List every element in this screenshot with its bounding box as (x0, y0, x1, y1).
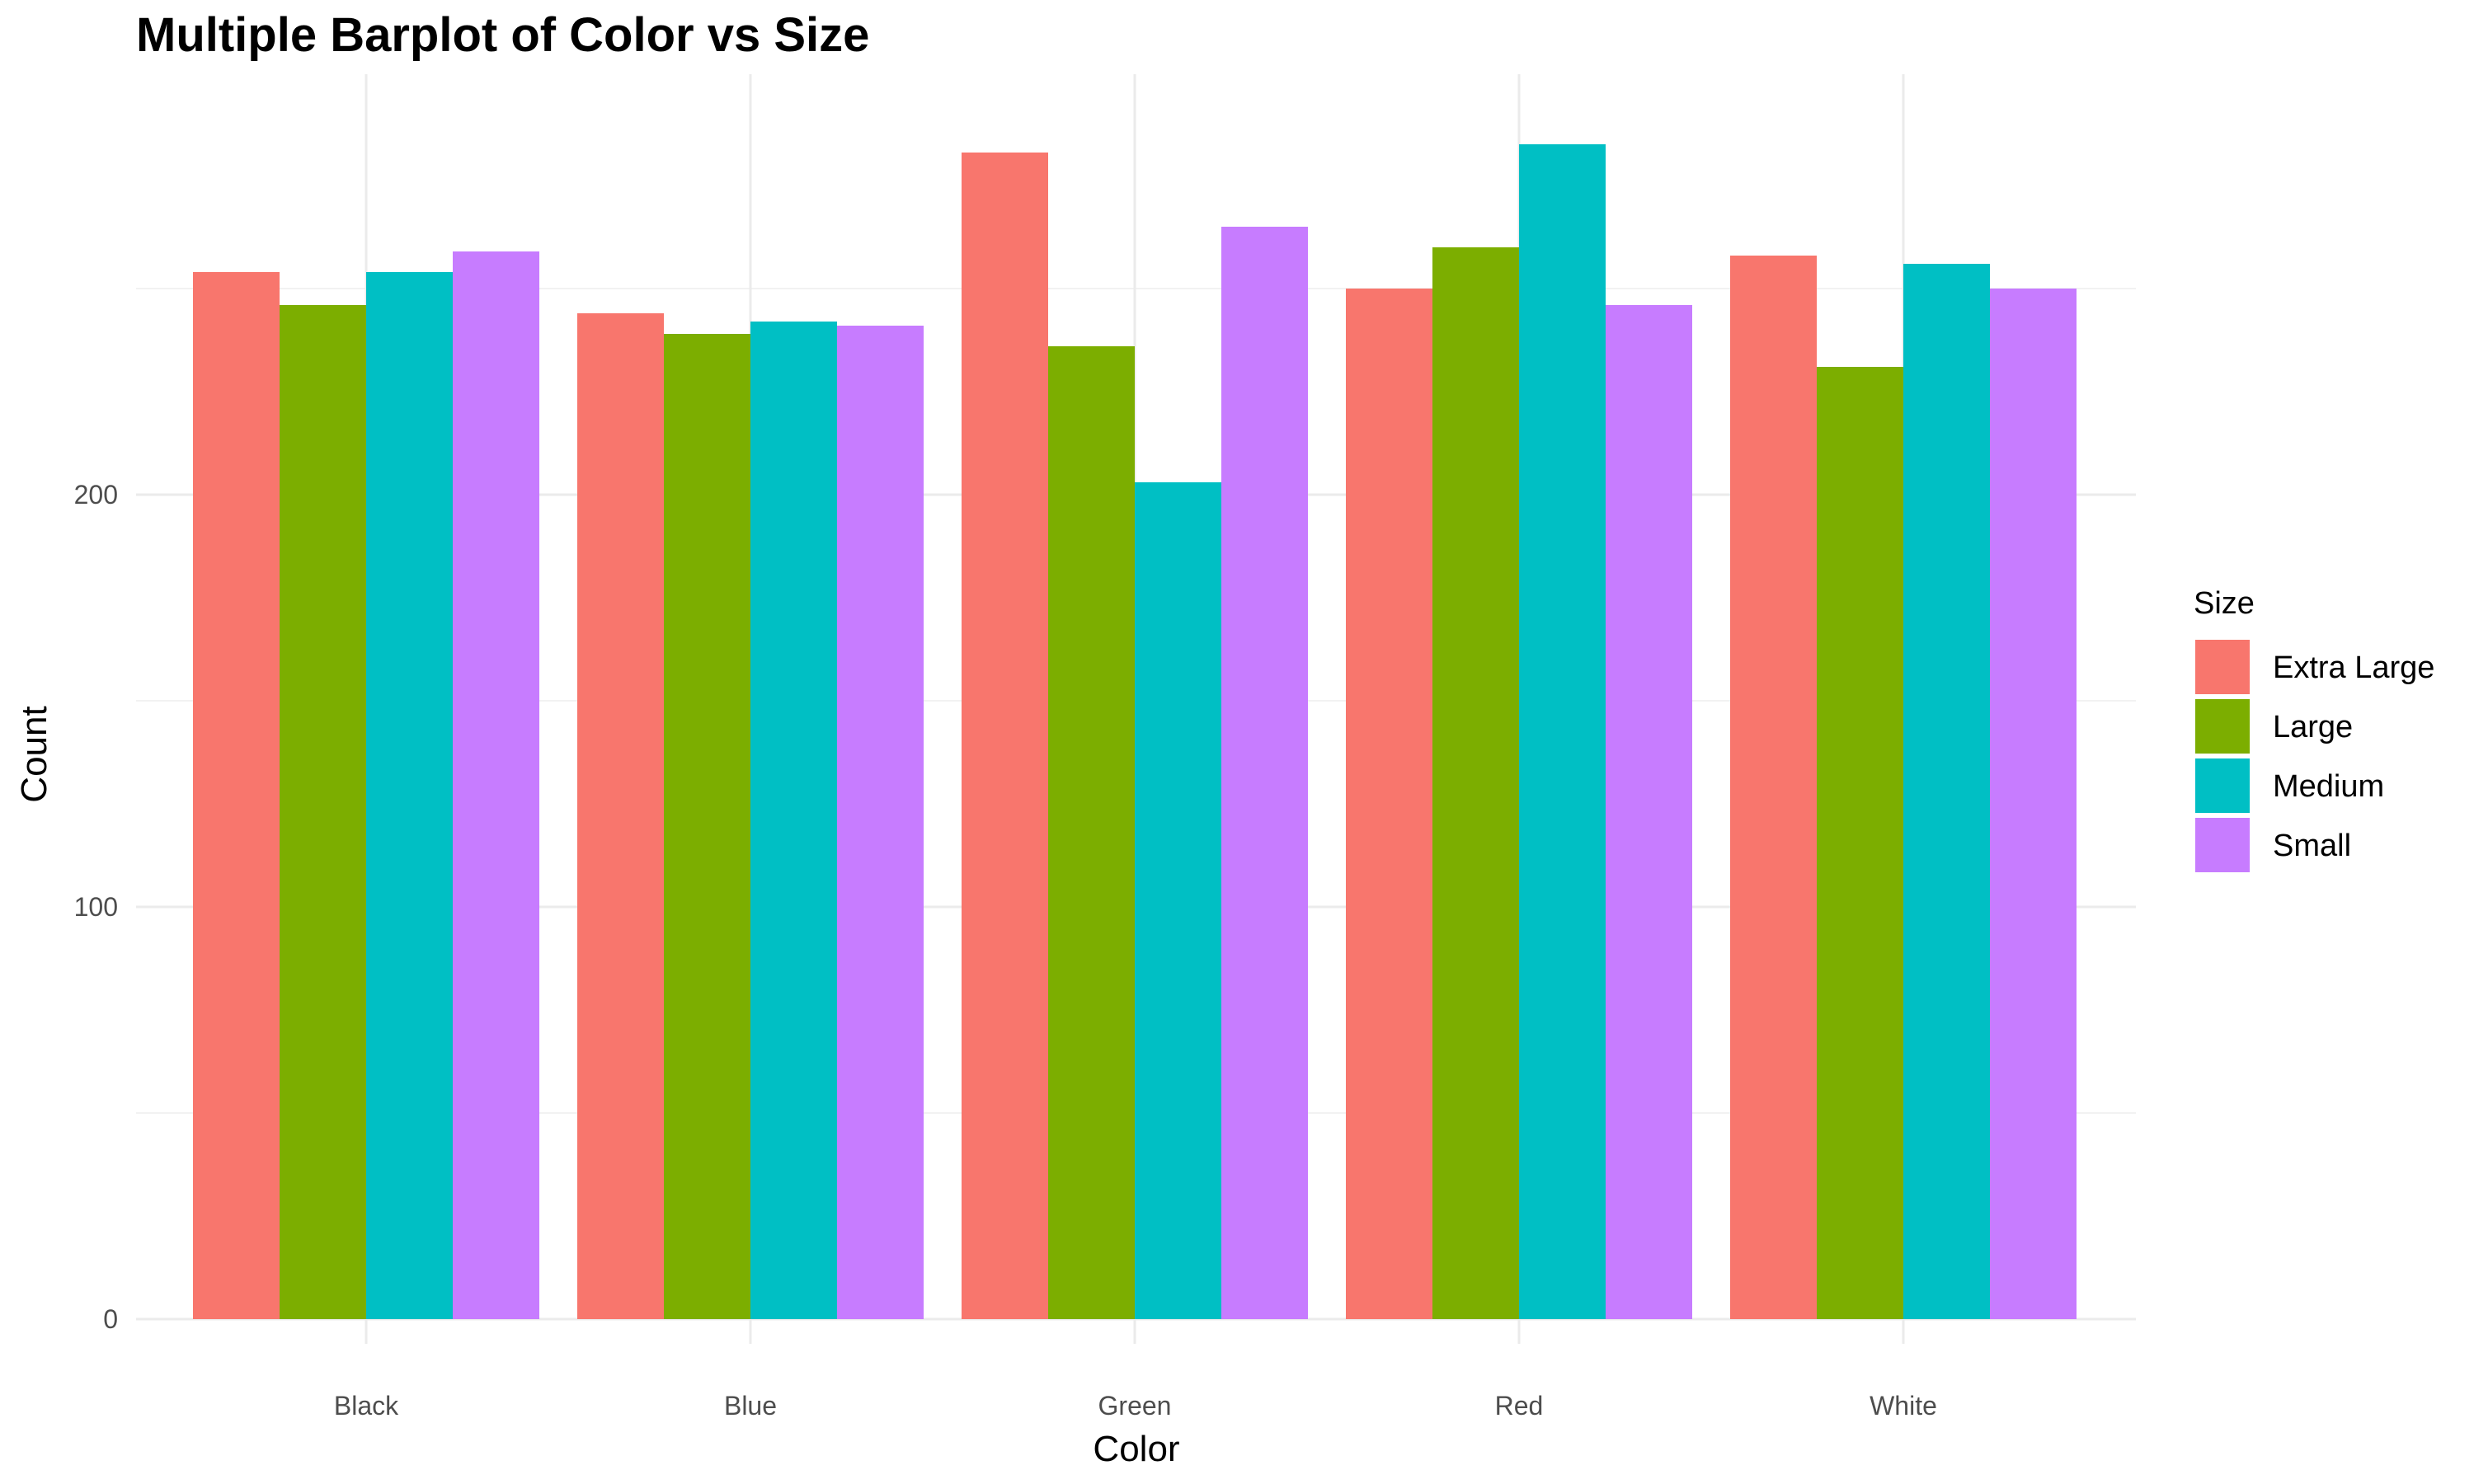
bar-black-extra-large (193, 272, 280, 1319)
x-tick-label: Blue (724, 1391, 777, 1421)
legend-key-extra-large (2195, 640, 2250, 694)
legend-key-medium (2195, 758, 2250, 813)
x-axis-title: Color (1093, 1429, 1179, 1469)
bar-green-large (1048, 346, 1135, 1319)
legend-items: Extra Large Large Medium Small (2195, 640, 2434, 872)
bar-white-medium (1903, 264, 1990, 1319)
bar-white-extra-large (1730, 256, 1817, 1319)
y-tick-label: 200 (74, 480, 118, 510)
legend: Size Extra Large Large Medium Small (2194, 586, 2434, 872)
bar-black-medium (366, 272, 453, 1319)
y-tick-label: 100 (74, 892, 118, 922)
bar-blue-small (837, 326, 924, 1319)
x-axis-ticks: Black Blue Green Red White (334, 1391, 1937, 1421)
legend-label: Extra Large (2273, 650, 2434, 685)
x-tick-label: White (1870, 1391, 1937, 1421)
legend-label: Large (2273, 710, 2353, 744)
bar-red-medium (1519, 144, 1606, 1319)
y-axis-ticks: 0 100 200 (74, 480, 118, 1334)
bar-blue-medium (750, 322, 837, 1319)
y-tick-label: 0 (103, 1304, 118, 1334)
legend-label: Medium (2273, 769, 2384, 804)
bar-red-small (1606, 305, 1692, 1319)
legend-label: Small (2273, 829, 2351, 863)
bar-green-extra-large (962, 153, 1048, 1319)
bar-red-extra-large (1346, 289, 1432, 1319)
bar-white-small (1990, 289, 2077, 1319)
legend-key-large (2195, 699, 2250, 754)
bar-black-small (453, 251, 539, 1319)
x-tick-label: Black (334, 1391, 399, 1421)
legend-key-small (2195, 818, 2250, 872)
bars (193, 144, 2077, 1319)
bar-green-medium (1135, 482, 1221, 1319)
bar-blue-large (664, 334, 750, 1319)
bar-green-small (1221, 227, 1308, 1319)
bar-white-large (1817, 367, 1903, 1319)
bar-black-large (280, 305, 366, 1319)
legend-title: Size (2194, 586, 2255, 621)
bar-blue-extra-large (577, 313, 664, 1319)
bar-red-large (1432, 247, 1519, 1319)
x-tick-label: Red (1495, 1391, 1544, 1421)
y-axis-title: Count (14, 706, 54, 802)
x-tick-label: Green (1098, 1391, 1172, 1421)
chart-title: Multiple Barplot of Color vs Size (136, 8, 869, 62)
